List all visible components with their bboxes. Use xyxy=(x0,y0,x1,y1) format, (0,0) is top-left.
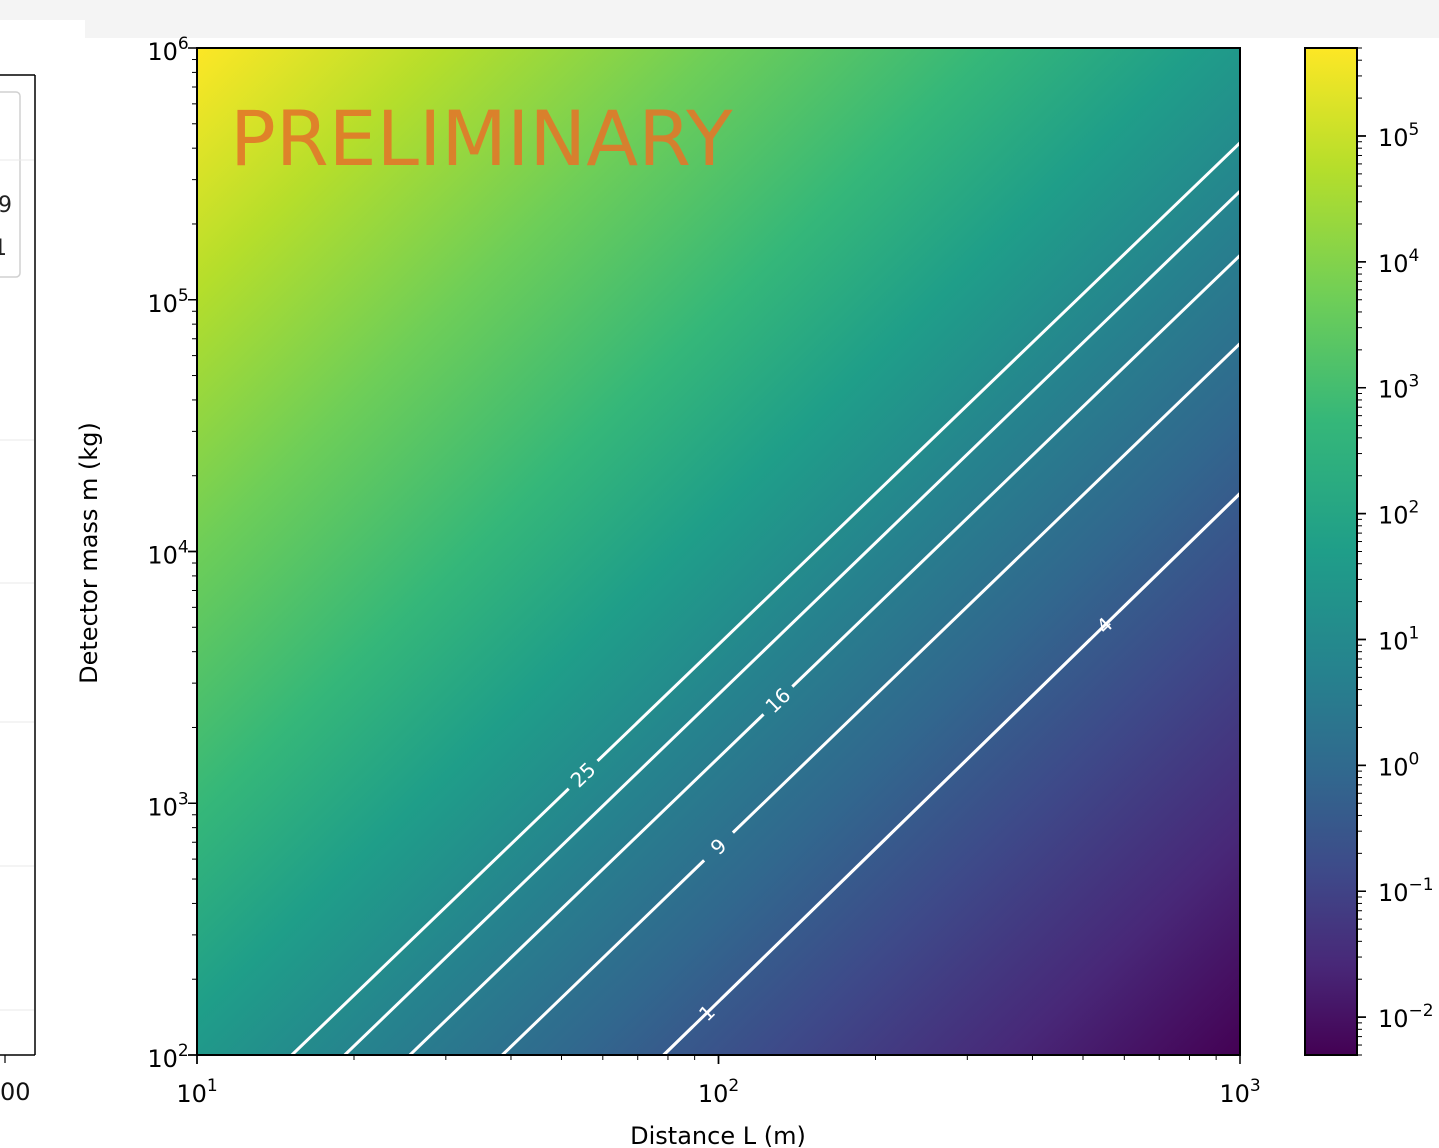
colorbar-tick-label: 105 xyxy=(1378,120,1419,152)
colorbar-tick-label: 10−1 xyxy=(1378,875,1434,907)
y-tick-label: 102 xyxy=(147,1041,188,1073)
contour-segment xyxy=(596,141,1240,763)
watermark-text: PRELIMINARY xyxy=(230,94,733,183)
y-tick-label: 105 xyxy=(147,286,188,318)
colorbar-tick-label: 10−2 xyxy=(1378,1001,1434,1033)
x-axis-label: Distance L (m) xyxy=(630,1122,806,1148)
contour-20 xyxy=(343,190,1240,1055)
x-tick-label: 103 xyxy=(1219,1076,1260,1108)
x-tick-label: 101 xyxy=(176,1076,217,1108)
colorbar-tick-label: 101 xyxy=(1378,623,1419,655)
colorbar-tick-label: 100 xyxy=(1378,749,1419,781)
contour-segment xyxy=(731,342,1240,834)
contour-segment xyxy=(662,1025,694,1055)
left-panel-gridlines xyxy=(0,159,34,1011)
y-axis: 102 103 104 105 106 xyxy=(147,34,197,1073)
y-tick-label: 104 xyxy=(147,538,188,570)
colorbar-tick-label: 103 xyxy=(1378,372,1419,404)
colorbar-axis: 105 104 103 102 101 100 10−1 10−2 xyxy=(1357,47,1434,1056)
contour-segment xyxy=(290,787,570,1055)
left-panel-legend-text-1: 9 xyxy=(0,193,12,218)
contour-segment xyxy=(720,492,1240,1001)
colorbar-tick-label: 102 xyxy=(1378,498,1419,530)
y-axis-label: Detector mass m (kg) xyxy=(75,422,103,684)
heatmap-area xyxy=(197,48,1240,1055)
left-panel-legend-box xyxy=(0,91,21,278)
y-tick-label: 103 xyxy=(147,789,188,821)
left-panel-tick-label: 00 xyxy=(0,1078,31,1106)
contour-lines: 2516941 xyxy=(290,141,1240,1055)
top-strip xyxy=(85,0,1439,38)
top-strip-left xyxy=(0,0,85,20)
contour-segment xyxy=(343,190,1240,1055)
y-tick-label: 106 xyxy=(147,34,188,66)
contour-segment xyxy=(791,254,1240,688)
x-tick-label: 102 xyxy=(698,1076,739,1108)
x-axis: 101 102 103 xyxy=(176,1055,1261,1108)
left-panel-legend-text-2: 1 xyxy=(0,236,7,261)
colorbar-tick-label: 104 xyxy=(1378,246,1419,278)
contour-segment xyxy=(408,713,765,1055)
colorbar xyxy=(1305,48,1357,1055)
left-panel: 9 1 00 xyxy=(0,74,36,1106)
contour-segment xyxy=(501,859,706,1055)
